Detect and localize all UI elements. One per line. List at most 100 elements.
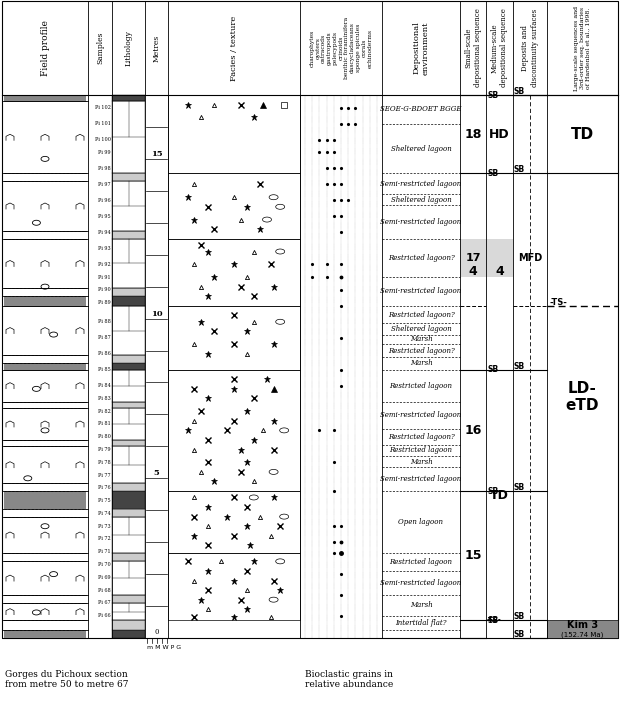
Bar [2,1,618,638]
Text: Pi 91: Pi 91 [99,275,111,279]
Text: SB: SB [487,365,498,374]
Text: SB: SB [514,612,525,622]
Text: Facies / texture: Facies / texture [230,16,238,81]
Text: SB: SB [514,165,525,174]
Text: Semi-restricted lagoon: Semi-restricted lagoon [381,218,462,226]
Text: SB: SB [514,483,525,492]
Text: Open lagoon: Open lagoon [399,518,443,526]
Text: Pi 74: Pi 74 [99,511,111,516]
Bar [168,306,300,370]
Text: Pi 68: Pi 68 [98,588,111,593]
Bar [112,231,145,239]
Text: Pi 85: Pi 85 [98,367,111,372]
Text: Metres: Metres [153,34,161,61]
Text: Pi 94: Pi 94 [99,230,111,235]
Text: Pi 96: Pi 96 [99,198,111,203]
Text: Small-scale
depositional sequence: Small-scale depositional sequence [464,9,482,88]
Text: Pi 92: Pi 92 [99,262,111,267]
Text: charophytes
oysters
ostracods
gastropods
pelecypods
crinoids
benthic foraminifer: charophytes oysters ostracods gastropods… [309,17,373,79]
Bar [112,408,145,440]
Text: Pi 101: Pi 101 [95,121,111,126]
Text: Pi 78: Pi 78 [98,460,111,465]
Bar [112,370,145,401]
Bar [112,306,145,355]
Text: Restricted lagoon: Restricted lagoon [389,381,453,390]
Text: Pi 67: Pi 67 [99,600,111,605]
Text: Medium-scale
depositional sequence: Medium-scale depositional sequence [491,9,508,88]
Text: Pi 70: Pi 70 [98,562,111,567]
Bar [112,446,145,483]
Text: Pi 98: Pi 98 [98,166,111,171]
Text: HD: HD [489,128,510,140]
Text: Pi 88: Pi 88 [98,319,111,324]
Text: Large-scale sequences and
3rd-order seq. boundaries
of Hardenbol et al., 1998.: Large-scale sequences and 3rd-order seq.… [574,6,591,91]
Text: Sheltered lagoon: Sheltered lagoon [391,195,451,204]
Text: Pi 100: Pi 100 [95,137,111,142]
Text: 17: 17 [465,253,480,263]
Text: Restricted lagoon: Restricted lagoon [389,558,453,566]
Bar [112,491,145,508]
Text: -TS-: -TS- [549,298,567,307]
Text: Field profile: Field profile [40,20,50,76]
Text: SB: SB [487,616,498,625]
Text: TD: TD [490,488,509,501]
Bar [4,296,86,306]
Text: Pi 75: Pi 75 [99,498,111,503]
Text: Restricted lagoon?: Restricted lagoon? [388,433,454,441]
Text: 4: 4 [495,265,504,278]
Text: SB: SB [514,87,525,96]
Bar [112,296,145,306]
Bar [112,355,145,364]
Bar [168,370,300,491]
Text: 10: 10 [151,309,162,317]
Text: SB: SB [514,630,525,639]
Text: m M W P G: m M W P G [147,645,181,650]
Bar [168,239,300,306]
Text: Pi 97: Pi 97 [99,182,111,187]
Text: 4: 4 [469,265,477,278]
Bar [168,553,300,620]
Text: SEOE-G-BDOET BGGE: SEOE-G-BDOET BGGE [380,106,462,113]
Text: Pi 69: Pi 69 [99,575,111,580]
Text: Sheltered lagoon: Sheltered lagoon [391,145,451,153]
Bar [112,508,145,517]
Text: Marsh: Marsh [410,335,432,344]
Bar [112,483,145,491]
Text: Pi 82: Pi 82 [98,409,111,414]
Text: Semi-restricted lagoon: Semi-restricted lagoon [381,579,462,587]
Text: Bioclastic grains in
relative abundance: Bioclastic grains in relative abundance [305,670,393,689]
Bar [4,491,86,508]
Text: Intertidal flat?: Intertidal flat? [396,619,447,627]
Text: Pi 90: Pi 90 [98,287,111,292]
Text: Pi 72: Pi 72 [99,536,111,541]
Bar [4,630,86,638]
Bar [547,620,618,638]
Text: Marsh: Marsh [410,359,432,367]
Bar [112,603,145,620]
Text: -TS-: -TS- [487,617,502,623]
Bar [281,101,287,108]
Text: Pi 83: Pi 83 [98,396,111,401]
Bar [112,517,145,553]
Text: 5: 5 [154,469,159,477]
Text: Pi 84: Pi 84 [98,383,111,388]
Text: LD-
eTD: LD- eTD [565,381,600,413]
Text: Pi 76: Pi 76 [99,486,111,491]
Bar [460,239,513,277]
Text: Pi 73: Pi 73 [99,524,111,529]
Bar [168,491,300,553]
Text: SB: SB [514,361,525,371]
Text: 15: 15 [151,150,162,158]
Text: 0: 0 [154,628,159,636]
Bar [112,239,145,288]
Text: SB: SB [487,169,498,178]
Text: Pi 79: Pi 79 [99,447,111,452]
Text: Semi-restricted lagoon: Semi-restricted lagoon [381,475,462,483]
Text: Pi 81: Pi 81 [98,421,111,426]
Bar [112,364,145,370]
Text: 16: 16 [464,424,482,437]
Bar [112,173,145,181]
Text: Lithology: Lithology [125,30,133,66]
Text: SB: SB [487,486,498,496]
Text: Semi-restricted lagoon: Semi-restricted lagoon [381,411,462,419]
